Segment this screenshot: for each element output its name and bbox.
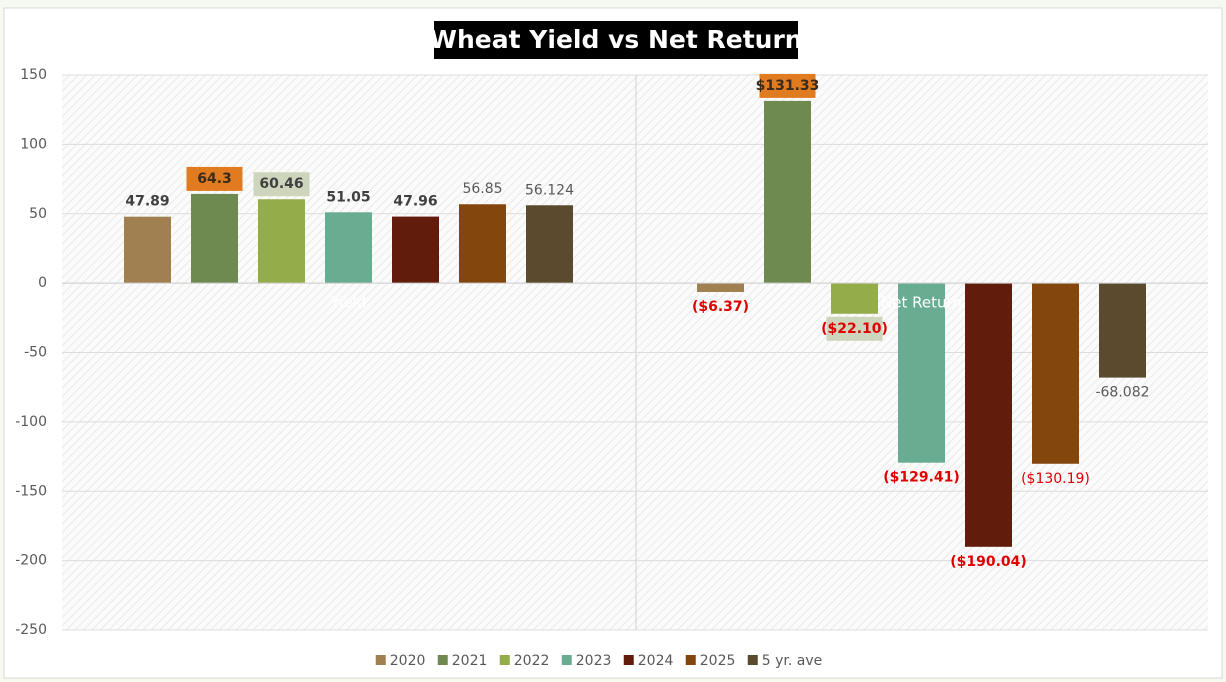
label-box [759,73,816,98]
data-label: ($6.37) [692,299,749,315]
data-label: 47.96 [393,194,437,210]
legend-swatch [685,655,696,665]
chart-title: Wheat Yield vs Net Return [429,25,802,54]
legend-label: 2021 [452,653,488,669]
data-label: ($130.19) [1021,471,1090,487]
label-box [186,166,243,191]
x-tick-label: Net Return [881,294,962,312]
bar [1099,283,1146,378]
data-label: 64.3 [197,171,232,187]
y-tick-label: 150 [20,67,47,83]
legend-swatch [623,655,634,665]
data-label: ($129.41) [883,470,960,486]
data-label: 56.124 [525,182,574,198]
legend-label: 2020 [390,653,426,669]
legend-label: 2022 [514,653,550,669]
legend-swatch [499,655,510,665]
legend-label: 2023 [576,653,612,669]
legend-label: 2025 [700,653,736,669]
bar [325,212,372,284]
label-box [826,316,883,341]
y-tick-label: 50 [29,206,47,222]
data-label: 56.85 [462,181,502,197]
y-tick-label: 100 [20,136,47,152]
legend-swatch [375,655,386,665]
data-label: ($190.04) [950,554,1027,570]
legend-swatch [437,655,448,665]
bar [965,283,1012,547]
y-tick-label: 0 [38,275,47,291]
x-tick-label: Yield [330,294,367,312]
data-label: 51.05 [326,189,370,205]
data-label: 60.46 [259,176,303,192]
bar [898,283,945,463]
bar [392,216,439,284]
bar [764,100,811,284]
data-label: ($22.10) [821,321,888,337]
bar [697,283,744,292]
y-tick-label: -200 [15,553,47,569]
title-box [434,21,798,59]
legend-label: 5 yr. ave [762,653,823,669]
bar [1032,283,1079,464]
legend-swatch [561,655,572,665]
data-label: -68.082 [1095,385,1149,401]
y-tick-label: -50 [24,345,47,361]
bar [526,205,573,284]
label-box [253,172,310,197]
y-tick-label: -250 [15,622,47,638]
data-label: $131.33 [756,78,820,94]
bar [124,216,171,284]
data-label: 47.89 [125,194,169,210]
y-tick-label: -100 [15,414,47,430]
bar [459,204,506,284]
bar [258,199,305,284]
legend-label: 2024 [638,653,674,669]
y-tick-label: -150 [15,483,47,499]
bar [191,193,238,284]
bar [831,283,878,314]
legend-swatch [747,655,758,665]
